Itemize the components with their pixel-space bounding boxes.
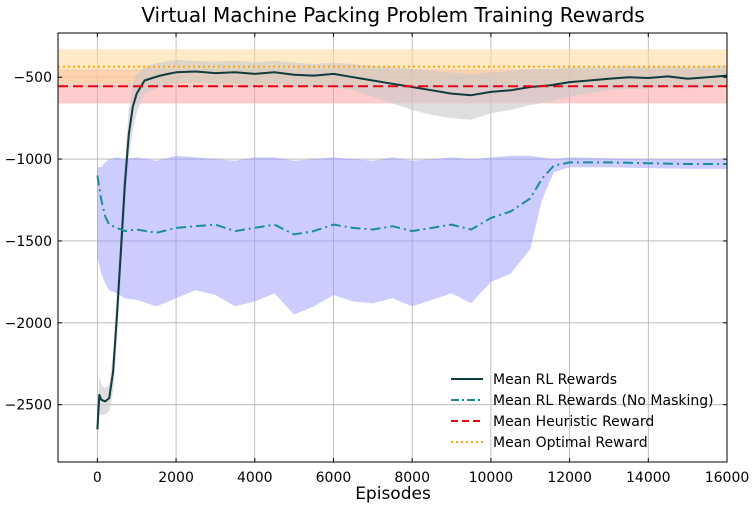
plot-frame bbox=[57, 32, 728, 463]
x-tick-label-8: 16000 bbox=[705, 470, 750, 486]
x-tick-label-4: 8000 bbox=[394, 470, 430, 486]
y-tick-label-1: −2000 bbox=[5, 316, 52, 332]
chart-title: Virtual Machine Packing Problem Training… bbox=[141, 3, 644, 27]
y-tick-label-0: −2500 bbox=[5, 398, 52, 414]
x-tick-label-1: 2000 bbox=[158, 470, 194, 486]
series-line-0 bbox=[96, 70, 728, 430]
series-line-1 bbox=[96, 161, 727, 236]
x-tick-label-6: 12000 bbox=[547, 470, 592, 486]
legend-label-0: Mean RL Rewards bbox=[493, 372, 617, 388]
legend-label-1: Mean RL Rewards (No Masking) bbox=[493, 393, 714, 409]
series-band-1 bbox=[97, 155, 727, 315]
y-tick-label-2: −1500 bbox=[5, 234, 52, 250]
legend: Mean RL Rewards Mean RL Rewards (No Maski… bbox=[451, 372, 714, 451]
x-axis-label: Episodes bbox=[355, 484, 431, 504]
x-tick-label-2: 4000 bbox=[237, 470, 273, 486]
series-lines bbox=[58, 65, 728, 430]
y-tick-label-4: −500 bbox=[14, 70, 52, 86]
x-axis-ticks: 0 2000 4000 6000 8000 10000 12000 14000 16000 bbox=[93, 33, 749, 486]
legend-label-2: Mean Heuristic Reward bbox=[493, 414, 654, 430]
y-axis-ticks: −2500 −2000 −1500 −1000 −500 bbox=[5, 70, 727, 414]
x-tick-label-7: 14000 bbox=[626, 470, 671, 486]
x-tick-label-3: 6000 bbox=[316, 470, 352, 486]
y-tick-label-3: −1000 bbox=[5, 152, 52, 168]
confidence-bands bbox=[58, 49, 727, 441]
x-tick-label-0: 0 bbox=[93, 470, 102, 486]
x-tick-label-5: 10000 bbox=[469, 470, 514, 486]
legend-label-3: Mean Optimal Reward bbox=[493, 435, 648, 451]
